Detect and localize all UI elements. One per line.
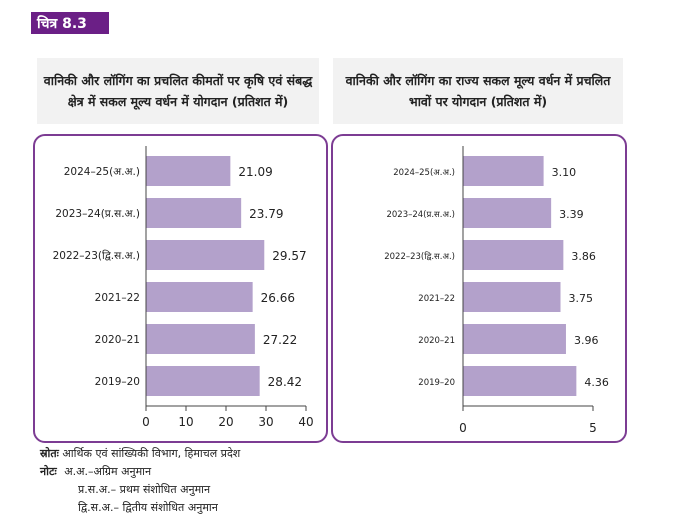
right-category-label: 2020–21 <box>418 336 455 346</box>
right-value-label: 3.10 <box>552 166 577 179</box>
right-x-tick-label: 0 <box>459 421 467 435</box>
right-category-label: 2024–25(अ.अ.) <box>393 168 455 178</box>
left-bar <box>146 324 255 354</box>
right-chart-title: वानिकी और लॉगिंग का राज्य सकल मूल्य वर्ध… <box>333 58 623 124</box>
source-label: स्रोतः <box>40 447 59 460</box>
note-item: द्वि.स.अ.– द्वितीय संशोधित अनुमान <box>78 501 218 514</box>
left-bar <box>146 282 253 312</box>
right-value-label: 3.75 <box>569 292 594 305</box>
source-text: आर्थिक एवं सांख्यिकी विभाग, हिमाचल प्रदे… <box>62 447 241 460</box>
right-bar <box>463 324 566 354</box>
left-chart-frame <box>33 134 328 443</box>
left-category-label: 2023–24(प्र.स.अ.) <box>55 208 140 220</box>
left-bar <box>146 198 242 228</box>
left-x-tick-label: 40 <box>298 415 313 429</box>
left-value-label: 27.22 <box>263 333 297 347</box>
note-item: प्र.स.अ.– प्रथम संशोधित अनुमान <box>78 483 211 496</box>
source-line: स्रोतः आर्थिक एवं सांख्यिकी विभाग, हिमाच… <box>40 445 240 463</box>
note-item: अ.अ.–अग्रिम अनुमान <box>64 465 152 478</box>
right-value-label: 4.36 <box>584 376 609 389</box>
footnotes: स्रोतः आर्थिक एवं सांख्यिकी विभाग, हिमाच… <box>40 445 240 517</box>
figure-label: चित्र 8.3 <box>31 12 109 34</box>
right-category-label: 2023–24(प्र.स.अ.) <box>386 210 455 220</box>
right-category-label: 2021–22 <box>418 294 455 304</box>
left-value-label: 26.66 <box>261 291 295 305</box>
left-value-label: 28.42 <box>268 375 302 389</box>
notes-label: नोटः <box>40 465 57 478</box>
right-value-label: 3.39 <box>559 208 584 221</box>
left-x-tick-label: 20 <box>218 415 233 429</box>
left-x-tick-label: 0 <box>142 415 150 429</box>
notes-line-2: प्र.स.अ.– प्रथम संशोधित अनुमान <box>40 481 240 499</box>
left-x-tick-label: 30 <box>258 415 273 429</box>
left-category-label: 2019–20 <box>95 376 140 388</box>
left-bar <box>146 240 265 270</box>
left-category-label: 2020–21 <box>95 334 140 346</box>
left-value-label: 29.57 <box>272 249 306 263</box>
left-value-label: 23.79 <box>249 207 283 221</box>
notes-line-1: नोटः अ.अ.–अग्रिम अनुमान <box>40 463 240 481</box>
right-bar <box>463 366 577 396</box>
right-category-label: 2022–23(द्वि.स.अ.) <box>384 251 455 262</box>
left-x-tick-label: 10 <box>178 415 193 429</box>
right-bar <box>463 156 544 186</box>
right-chart-frame <box>331 134 627 443</box>
left-chart-title: वानिकी और लॉगिंग का प्रचलित कीमतों पर कृ… <box>37 58 319 124</box>
right-bar <box>463 282 561 312</box>
right-value-label: 3.96 <box>574 334 599 347</box>
left-category-label: 2024–25(अ.अ.) <box>64 166 140 178</box>
left-bar <box>146 366 260 396</box>
right-bar <box>463 240 564 270</box>
right-value-label: 3.86 <box>571 250 596 263</box>
left-category-label: 2021–22 <box>95 292 140 304</box>
right-x-tick-label: 5 <box>589 421 597 435</box>
notes-line-3: द्वि.स.अ.– द्वितीय संशोधित अनुमान <box>40 499 240 517</box>
left-value-label: 21.09 <box>238 165 272 179</box>
left-category-label: 2022–23(द्वि.स.अ.) <box>53 249 140 262</box>
right-category-label: 2019–20 <box>418 378 455 388</box>
right-bar <box>463 198 552 228</box>
left-bar <box>146 156 231 186</box>
